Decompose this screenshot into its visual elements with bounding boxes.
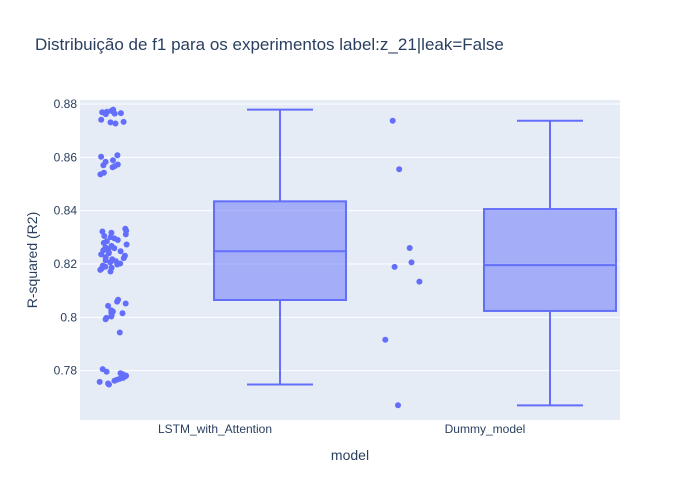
y-tick-label: 0.82 <box>54 257 78 271</box>
data-point <box>102 257 109 264</box>
data-point <box>111 245 118 252</box>
data-point <box>109 164 116 171</box>
data-point <box>114 152 121 159</box>
data-point <box>116 329 123 336</box>
data-point <box>97 171 104 178</box>
data-point <box>114 298 121 305</box>
data-point <box>98 153 105 160</box>
data-point <box>117 248 124 255</box>
data-point <box>100 162 107 169</box>
data-point <box>396 166 403 173</box>
y-axis-title: R-squared (R2) <box>24 212 40 308</box>
data-point <box>102 316 109 323</box>
iqr-box <box>483 208 617 312</box>
y-tick-label: 0.84 <box>54 204 78 218</box>
data-point <box>122 300 129 307</box>
box-Dummy_model <box>483 119 617 407</box>
data-point <box>104 108 110 115</box>
data-point <box>408 259 415 266</box>
y-tick-labels: 0.78 0.8 0.82 0.84 0.86 0.88 <box>54 97 78 378</box>
y-tick-label: 0.8 <box>60 310 77 324</box>
data-point <box>119 310 126 317</box>
data-point <box>391 263 398 270</box>
data-point <box>110 157 116 164</box>
y-tick-label: 0.88 <box>54 97 78 111</box>
y-tick-label: 0.78 <box>54 364 78 378</box>
data-point <box>112 120 119 127</box>
data-point <box>110 106 117 113</box>
jitter-points <box>96 106 423 409</box>
x-tick-labels: LSTM_with_Attention Dummy_model <box>158 422 525 436</box>
data-point <box>114 237 121 243</box>
data-point <box>395 402 401 409</box>
data-point <box>98 116 105 123</box>
data-point <box>98 251 105 258</box>
data-point <box>107 119 114 126</box>
data-point <box>416 278 423 285</box>
data-point <box>122 231 129 238</box>
data-point <box>99 228 106 235</box>
data-point <box>406 245 413 251</box>
data-point <box>111 377 118 384</box>
data-point <box>114 261 121 268</box>
data-point <box>97 266 104 273</box>
data-point <box>120 118 127 125</box>
data-point <box>106 381 112 388</box>
data-point <box>108 313 115 320</box>
data-point <box>107 259 114 266</box>
data-point <box>107 268 114 275</box>
x-tick-label: Dummy_model <box>445 422 526 436</box>
data-point <box>389 117 396 124</box>
x-axis-title: model <box>331 447 369 463</box>
data-point <box>382 336 389 343</box>
data-point <box>96 378 103 385</box>
data-point <box>120 255 127 262</box>
data-point <box>117 110 124 117</box>
x-tick-label: LSTM_with_Attention <box>158 422 272 436</box>
box-LSTM_with_Attention <box>213 108 347 386</box>
y-tick-label: 0.86 <box>54 150 78 164</box>
box-traces <box>213 108 617 407</box>
y-gridlines <box>80 103 620 372</box>
data-point <box>101 233 108 239</box>
chart-title: Distribuição de f1 para os experimentos … <box>35 35 504 54</box>
data-point <box>103 368 110 375</box>
data-point <box>105 302 112 309</box>
data-point <box>123 241 130 248</box>
data-point <box>100 239 107 246</box>
